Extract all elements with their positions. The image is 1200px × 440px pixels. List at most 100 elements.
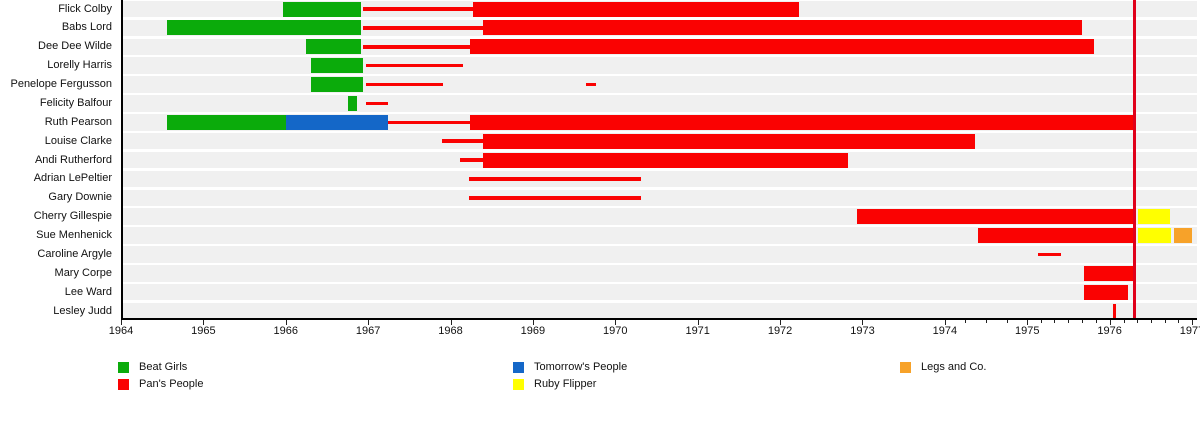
tomorrows-people-swatch-icon: [513, 362, 524, 373]
x-axis-minor-tick: [1082, 319, 1084, 324]
member-label: Dee Dee Wilde: [38, 40, 112, 53]
x-axis-minor-tick: [1164, 319, 1166, 324]
row-band: [122, 246, 1197, 263]
bar-pans-people: [1037, 252, 1061, 257]
bar-pans-people: [482, 152, 848, 168]
bar-pans-people: [472, 1, 800, 17]
x-axis-major-tick: [697, 319, 699, 325]
row-band: [122, 57, 1197, 74]
legend-label-ruby-flipper: Ruby Flipper: [534, 378, 597, 390]
x-axis-minor-tick: [1177, 319, 1179, 324]
x-axis-tick-label: 1975: [1014, 325, 1040, 337]
x-axis-tick-label: 1965: [191, 325, 216, 337]
bar-beat-girls: [347, 95, 358, 111]
x-axis-minor-tick: [1136, 319, 1138, 324]
x-axis-major-tick: [862, 319, 864, 325]
bar-pans-people: [460, 158, 483, 162]
bar-pans-people: [468, 177, 641, 181]
bar-pans-people: [1084, 265, 1135, 281]
legend-item-tomorrows-people: Tomorrow's People: [513, 361, 627, 374]
bar-pans-people: [1112, 303, 1117, 319]
x-axis-minor-tick: [1068, 319, 1070, 324]
bar-pans-people: [856, 209, 1135, 225]
legend-label-legs-and-co: Legs and Co.: [921, 361, 987, 373]
legend-item-ruby-flipper: Ruby Flipper: [513, 378, 596, 391]
member-label: Andi Rutherford: [34, 153, 112, 166]
x-axis-minor-tick: [1095, 319, 1097, 324]
member-label: Louise Clarke: [44, 134, 112, 147]
bar-legs-and-co: [1173, 228, 1192, 243]
row-band: [122, 170, 1197, 188]
legend-item-pans-people: Pan's People: [118, 378, 203, 391]
member-label: Penelope Fergusson: [10, 78, 112, 90]
bar-pans-people: [363, 45, 471, 49]
ruby-flipper-swatch-icon: [513, 379, 524, 390]
pans-people-swatch-icon: [118, 379, 129, 390]
bar-pans-people: [470, 114, 1135, 130]
x-axis-minor-tick: [965, 319, 967, 324]
member-label: Lorelly Harris: [47, 59, 112, 72]
legend-item-beat-girls: Beat Girls: [118, 361, 187, 374]
member-label: Mary Corpe: [54, 266, 112, 279]
member-label: Caroline Argyle: [37, 247, 112, 260]
bar-pans-people: [387, 120, 471, 124]
bar-pans-people: [442, 139, 483, 143]
bar-beat-girls: [167, 114, 286, 130]
x-axis-major-tick: [203, 319, 205, 325]
member-label: Gary Downie: [48, 191, 112, 204]
bar-pans-people: [482, 133, 976, 149]
member-label: Sue Menhenick: [36, 229, 112, 241]
bar-pans-people: [365, 101, 388, 106]
x-axis-tick-label: 1977: [1179, 325, 1200, 337]
bar-beat-girls: [283, 1, 361, 17]
row-band: [122, 227, 1197, 244]
bar-beat-girls: [306, 39, 361, 55]
x-axis-minor-tick: [1150, 319, 1152, 324]
x-axis-minor-tick: [1041, 319, 1043, 324]
x-axis-tick-label: 1974: [932, 325, 958, 337]
row-band: [122, 76, 1197, 93]
x-axis-major-tick: [121, 319, 122, 325]
bar-pans-people: [365, 63, 463, 68]
x-axis-major-tick: [944, 319, 946, 325]
row-band: [122, 302, 1197, 320]
row-band: [122, 95, 1197, 112]
x-axis-major-tick: [285, 319, 287, 325]
x-axis-major-tick: [532, 319, 534, 325]
bar-pans-people: [1084, 284, 1128, 300]
y-axis-line: [121, 0, 123, 320]
legend-label-pans-people: Pan's People: [139, 378, 204, 390]
x-axis-major-tick: [780, 319, 782, 325]
bar-pans-people: [585, 82, 596, 87]
x-axis-tick-label: 1971: [685, 325, 710, 337]
x-axis-line: [121, 318, 1197, 320]
bar-ruby-flipper: [1137, 209, 1170, 225]
x-axis-tick-label: 1973: [850, 325, 875, 337]
x-axis-tick-label: 1969: [520, 325, 546, 337]
x-axis-major-tick: [1109, 319, 1111, 325]
row-band: [122, 265, 1197, 282]
x-axis-tick-label: 1976: [1097, 325, 1122, 337]
bar-beat-girls: [167, 20, 361, 36]
member-label: Babs Lord: [61, 21, 112, 34]
bar-tomorrows-people: [285, 114, 388, 130]
bar-pans-people: [363, 26, 483, 30]
x-axis-tick-label: 1964: [108, 325, 134, 337]
x-axis-major-tick: [615, 319, 617, 325]
x-axis-major-tick: [450, 319, 452, 325]
member-label: Cherry Gillespie: [33, 210, 112, 223]
legend-label-tomorrows-people: Tomorrow's People: [534, 361, 628, 373]
member-label: Felicity Balfour: [39, 96, 112, 109]
x-axis-minor-tick: [1123, 319, 1125, 324]
legend-item-legs-and-co: Legs and Co.: [900, 361, 986, 374]
bar-pans-people: [468, 196, 641, 200]
legend-label-beat-girls: Beat Girls: [139, 361, 188, 373]
row-band: [122, 283, 1197, 301]
x-axis-tick-label: 1970: [603, 325, 628, 337]
x-axis-major-tick: [1027, 319, 1029, 325]
bar-pans-people: [365, 82, 444, 87]
x-axis-tick-label: 1972: [767, 325, 793, 337]
x-axis-tick-label: 1968: [438, 325, 463, 337]
x-axis-tick-label: 1966: [273, 325, 299, 337]
x-axis-minor-tick: [1054, 319, 1056, 324]
